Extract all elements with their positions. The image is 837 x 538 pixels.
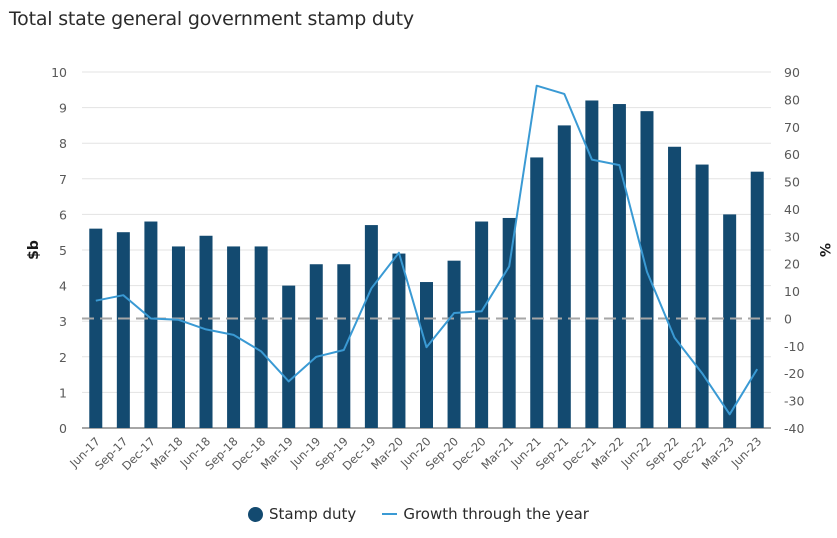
bar bbox=[337, 264, 351, 428]
y-tick-label: 1 bbox=[59, 385, 67, 400]
y2-tick-label: -30 bbox=[784, 394, 804, 409]
y-tick-label: 7 bbox=[59, 172, 67, 187]
y2-tick-label: -20 bbox=[784, 366, 804, 381]
bar bbox=[447, 260, 461, 428]
legend-item-growth[interactable]: Growth through the year bbox=[382, 505, 589, 523]
legend-label-growth: Growth through the year bbox=[403, 505, 589, 523]
left-axis-ticks: 0 1 2 3 4 5 6 7 8 9 10 bbox=[51, 65, 67, 436]
legend-item-stamp-duty[interactable]: Stamp duty bbox=[248, 505, 356, 523]
y2-tick-label: 20 bbox=[784, 257, 800, 272]
y2-tick-label: 90 bbox=[784, 65, 800, 80]
bar bbox=[557, 125, 571, 429]
bar bbox=[585, 100, 599, 428]
bar bbox=[723, 214, 737, 428]
y2-tick-label: 40 bbox=[784, 202, 800, 217]
legend: Stamp duty Growth through the year bbox=[0, 505, 837, 523]
right-axis-title: % bbox=[816, 243, 832, 257]
bar-series bbox=[89, 100, 764, 429]
legend-bar-marker-icon bbox=[248, 506, 264, 522]
bar bbox=[227, 246, 241, 428]
bar bbox=[364, 225, 378, 428]
right-axis-ticks: -40 -30 -20 -10 0 10 20 30 40 50 60 70 80 90 bbox=[784, 65, 804, 436]
y2-tick-label: 80 bbox=[784, 92, 800, 107]
bar bbox=[144, 221, 158, 428]
y-tick-label: 2 bbox=[59, 350, 67, 365]
bar bbox=[199, 235, 213, 428]
chart-title: Total state general government stamp dut… bbox=[9, 8, 414, 30]
bar bbox=[116, 232, 130, 428]
y2-tick-label: 70 bbox=[784, 120, 800, 135]
y2-tick-label: 0 bbox=[784, 311, 792, 326]
line-series bbox=[95, 84, 759, 416]
bar bbox=[502, 217, 516, 428]
y-tick-label: 0 bbox=[59, 421, 67, 436]
bar bbox=[668, 146, 682, 428]
x-axis-ticks: Jun-17Sep-17Dec-17Mar-18Jun-18Sep-18Dec-… bbox=[66, 434, 764, 473]
bar bbox=[612, 104, 626, 428]
bar bbox=[282, 285, 296, 428]
x-tick-label: Jun-23 bbox=[728, 434, 765, 471]
bar bbox=[530, 157, 544, 428]
y-tick-label: 4 bbox=[59, 279, 67, 294]
y2-tick-label: 30 bbox=[784, 229, 800, 244]
bar bbox=[475, 221, 489, 428]
legend-line-marker-icon bbox=[382, 513, 398, 515]
legend-label-stamp-duty: Stamp duty bbox=[269, 505, 357, 523]
y2-tick-label: -40 bbox=[784, 421, 804, 436]
y-tick-label: 3 bbox=[59, 314, 67, 329]
bar bbox=[392, 253, 406, 428]
y-tick-label: 6 bbox=[59, 207, 67, 222]
bar bbox=[695, 164, 709, 428]
y2-tick-label: 10 bbox=[784, 284, 800, 299]
y-tick-label: 5 bbox=[59, 243, 67, 258]
growth-line bbox=[95, 84, 759, 416]
y-tick-label: 10 bbox=[51, 65, 67, 80]
bar bbox=[420, 282, 433, 428]
bar bbox=[750, 171, 764, 428]
y2-tick-label: -10 bbox=[784, 339, 804, 354]
y-tick-label: 9 bbox=[59, 101, 67, 116]
left-axis-title: $b bbox=[26, 240, 42, 260]
y2-tick-label: 60 bbox=[784, 147, 800, 162]
y2-tick-label: 50 bbox=[784, 175, 800, 190]
bar bbox=[309, 264, 323, 428]
bar bbox=[171, 246, 185, 428]
bar bbox=[254, 246, 268, 428]
y-tick-label: 8 bbox=[59, 136, 67, 151]
bar bbox=[89, 228, 103, 428]
